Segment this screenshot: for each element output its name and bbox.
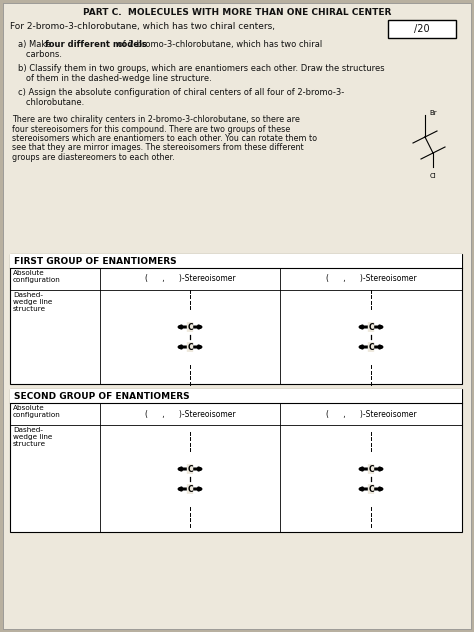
Text: (      ,      )-Stereoisomer: ( , )-Stereoisomer	[326, 274, 416, 284]
Text: C: C	[187, 343, 193, 351]
Text: /20: /20	[414, 24, 430, 34]
Text: C: C	[187, 465, 193, 473]
Bar	[10, 254, 462, 384]
Bar	[388, 20, 456, 38]
Text: Absolute
configuration: Absolute configuration	[13, 405, 61, 418]
Text: carbons.: carbons.	[18, 50, 62, 59]
Text: Absolute
configuration: Absolute configuration	[13, 270, 61, 283]
Text: of them in the dashed-wedge line structure.: of them in the dashed-wedge line structu…	[18, 74, 212, 83]
Text: see that they are mirror images. The stereoisomers from these different: see that they are mirror images. The ste…	[12, 143, 304, 152]
Text: FIRST GROUP OF ENANTIOMERS: FIRST GROUP OF ENANTIOMERS	[14, 257, 177, 266]
Text: SECOND GROUP OF ENANTIOMERS: SECOND GROUP OF ENANTIOMERS	[14, 392, 190, 401]
Text: c) Assign the absolute configuration of chiral centers of all four of 2-bromo-3-: c) Assign the absolute configuration of …	[18, 88, 344, 97]
Text: stereoisomers which are enantiomers to each other. You can rotate them to: stereoisomers which are enantiomers to e…	[12, 134, 317, 143]
Text: b) Classify them in two groups, which are enantiomers each other. Draw the struc: b) Classify them in two groups, which ar…	[18, 64, 384, 73]
Text: Dashed-
wedge line
structure: Dashed- wedge line structure	[13, 292, 52, 312]
Text: C: C	[368, 465, 374, 473]
Bar	[10, 389, 462, 532]
Text: Dashed-
wedge line
structure: Dashed- wedge line structure	[13, 427, 52, 447]
Text: a) Make: a) Make	[18, 40, 54, 49]
Text: of 2-bromo-3-chlorobutane, which has two chiral: of 2-bromo-3-chlorobutane, which has two…	[115, 40, 322, 49]
Bar	[10, 254, 462, 268]
Text: PART C.  MOLECULES WITH MORE THAN ONE CHIRAL CENTER: PART C. MOLECULES WITH MORE THAN ONE CHI…	[83, 8, 391, 17]
Text: C: C	[368, 322, 374, 332]
Text: chlorobutane.: chlorobutane.	[18, 98, 84, 107]
Text: Br: Br	[429, 110, 437, 116]
Text: (      ,      )-Stereoisomer: ( , )-Stereoisomer	[145, 274, 235, 284]
Text: C: C	[187, 485, 193, 494]
Text: (      ,      )-Stereoisomer: ( , )-Stereoisomer	[326, 410, 416, 418]
Text: C: C	[187, 322, 193, 332]
Text: There are two chirality centers in 2-bromo-3-chlorobutane, so there are: There are two chirality centers in 2-bro…	[12, 115, 300, 124]
Text: four stereoisomers for this compound. There are two groups of these: four stereoisomers for this compound. Th…	[12, 125, 290, 133]
Text: four different models: four different models	[45, 40, 147, 49]
Text: (      ,      )-Stereoisomer: ( , )-Stereoisomer	[145, 410, 235, 418]
Text: C: C	[368, 343, 374, 351]
Text: groups are diastereomers to each other.: groups are diastereomers to each other.	[12, 153, 174, 162]
Text: For 2-bromo-3-chlorobutane, which has two chiral centers,: For 2-bromo-3-chlorobutane, which has tw…	[10, 22, 275, 31]
Text: C: C	[368, 485, 374, 494]
Bar	[10, 389, 462, 403]
Text: Cl: Cl	[429, 173, 437, 179]
